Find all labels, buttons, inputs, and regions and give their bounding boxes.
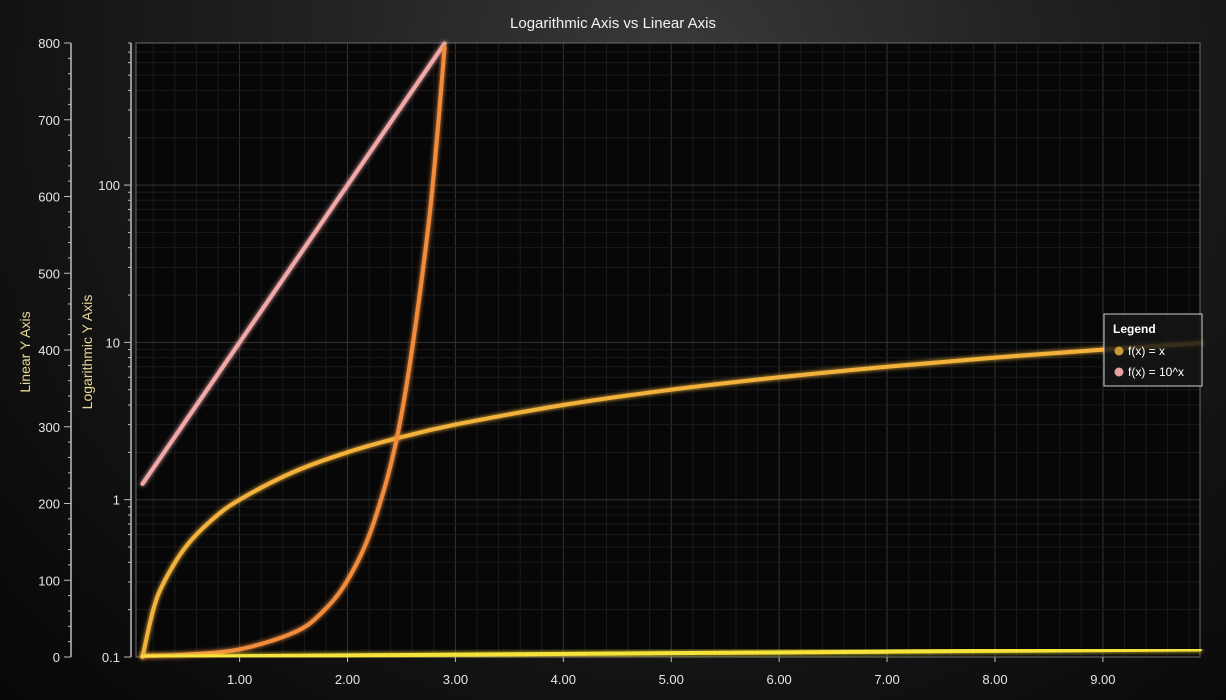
log-y-tick-label: 1 [113,493,120,508]
x-axis-tick-label: 5.00 [659,672,684,687]
x-axis-tick-label: 7.00 [874,672,899,687]
linear-y-tick-label: 700 [38,113,60,128]
x-axis-tick-label: 8.00 [982,672,1007,687]
x-axis-tick-label: 9.00 [1090,672,1115,687]
linear-y-tick-label: 500 [38,266,60,281]
x-axis-tick-label: 4.00 [551,672,576,687]
log-y-axis-title: Logarithmic Y Axis [79,295,95,410]
x-axis-tick-label: 1.00 [227,672,252,687]
series-line-1 [140,41,447,486]
series-line-0 [140,341,1202,659]
linear-y-axis-title: Linear Y Axis [17,311,33,392]
x-axis-tick-label: 2.00 [335,672,360,687]
linear-y-tick-label: 0 [53,650,60,665]
series-line-2 [140,45,447,658]
x-axis-tick-label: 6.00 [766,672,791,687]
x-axis-tick-label: 3.00 [443,672,468,687]
log-y-tick-label: 100 [98,178,120,193]
axes: 1.00 2.00 3.00 4.00 5.00 6.00 7.00 8.00 9.000100… [38,36,1115,687]
linear-y-tick-label: 300 [38,420,60,435]
legend-title: Legend [1113,322,1156,336]
linear-y-tick-label: 200 [38,497,60,512]
grid [136,42,1200,658]
legend-marker-fx-10x [1114,367,1124,377]
linear-y-tick-label: 400 [38,343,60,358]
linear-y-tick-label: 100 [38,573,60,588]
linear-y-tick-label: 600 [38,190,60,205]
legend-label-fx-x: f(x) = x [1128,344,1165,358]
linear-y-tick-label: 800 [38,36,60,51]
chart-title: Logarithmic Axis vs Linear Axis [510,15,716,32]
log-y-tick-label: 0.1 [102,650,120,665]
log-y-tick-label: 10 [106,335,120,350]
legend[interactable]: Legend f(x) = x f(x) = 10^x [1103,313,1203,387]
series-line-3 [140,647,1202,659]
legend-marker-fx-x [1114,346,1124,356]
legend-label-fx-10x: f(x) = 10^x [1128,365,1184,379]
series-group [140,41,1202,659]
